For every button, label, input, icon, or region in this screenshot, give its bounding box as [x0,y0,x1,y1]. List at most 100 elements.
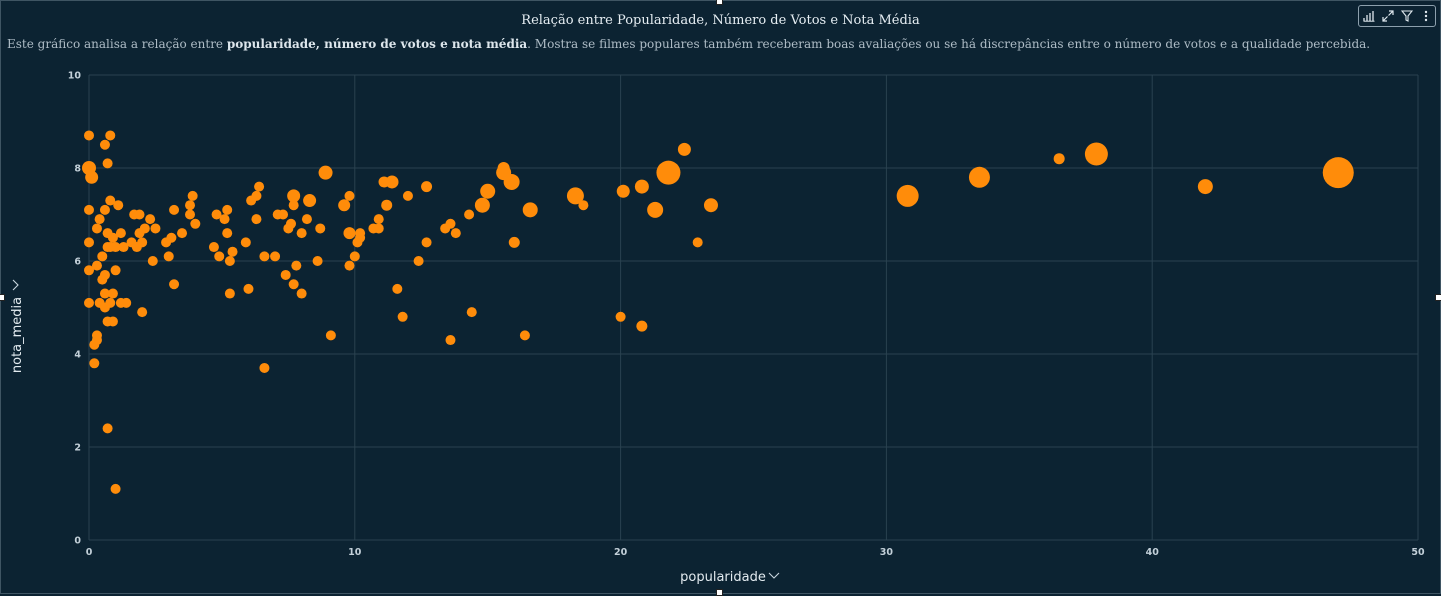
data-point[interactable] [450,228,461,239]
data-point[interactable] [102,158,113,169]
data-point[interactable] [121,297,132,308]
data-point[interactable] [105,297,116,308]
data-point[interactable] [566,187,584,205]
data-point[interactable] [634,179,649,194]
expand-icon[interactable] [1380,8,1396,24]
data-point[interactable] [303,194,317,208]
data-point[interactable] [413,256,424,266]
data-point[interactable] [84,204,94,215]
data-point[interactable] [325,330,336,341]
data-point[interactable] [185,209,196,220]
y-axis-title[interactable]: nota_media [10,297,25,373]
data-point[interactable] [656,160,681,185]
data-point[interactable] [91,260,102,271]
data-point[interactable] [315,223,326,234]
data-point[interactable] [616,184,630,198]
data-point[interactable] [280,269,291,280]
data-point[interactable] [421,237,432,248]
data-point[interactable] [402,190,413,201]
data-point[interactable] [1053,153,1065,165]
data-point[interactable] [145,214,156,225]
data-point[interactable] [147,256,158,266]
data-point[interactable] [344,190,355,201]
data-point[interactable] [466,307,477,318]
data-point[interactable] [896,184,919,207]
data-point[interactable] [227,246,238,257]
data-point[interactable] [497,162,510,174]
data-point[interactable] [91,223,102,234]
data-point[interactable] [99,139,110,150]
data-point[interactable] [185,200,196,211]
data-point[interactable] [296,228,307,239]
resize-handle-top[interactable] [716,0,723,5]
data-point[interactable] [338,199,351,212]
x-axis-title[interactable]: popularidade [680,570,766,585]
data-point[interactable] [222,204,233,215]
data-point[interactable] [373,214,384,225]
data-point[interactable] [94,214,105,225]
data-point[interactable] [287,189,301,203]
data-point[interactable] [636,320,648,332]
data-point[interactable] [211,209,222,220]
data-point[interactable] [480,183,496,199]
data-point[interactable] [115,228,126,239]
more-options-icon[interactable] [1418,8,1434,24]
resize-handle-right[interactable] [1435,294,1441,301]
data-point[interactable] [107,232,118,243]
data-point[interactable] [102,423,113,434]
data-point[interactable] [259,362,270,373]
data-point[interactable] [224,256,235,266]
data-point[interactable] [278,209,289,220]
data-point[interactable] [355,232,366,243]
data-point[interactable] [968,166,990,188]
y-axis-chevron-icon[interactable] [12,279,19,291]
data-point[interactable] [177,228,188,239]
data-point[interactable] [105,195,116,206]
data-point[interactable] [137,237,148,248]
data-point[interactable] [397,311,408,322]
data-point[interactable] [445,218,456,229]
chart-settings-icon[interactable] [1361,8,1377,24]
data-point[interactable] [150,223,161,234]
data-point[interactable] [318,165,333,180]
data-point[interactable] [291,260,302,271]
data-point[interactable] [169,204,180,215]
data-point[interactable] [474,197,490,213]
data-point[interactable] [85,170,99,184]
data-point[interactable] [187,190,198,201]
data-point[interactable] [296,288,307,299]
x-axis-chevron-icon[interactable] [768,572,780,579]
data-point[interactable] [118,242,129,253]
data-point[interactable] [91,330,102,341]
data-point[interactable] [99,269,110,280]
data-point[interactable] [107,288,118,299]
data-point[interactable] [240,237,251,248]
data-point[interactable] [445,335,456,346]
data-point[interactable] [1084,142,1108,166]
data-point[interactable] [344,260,355,271]
data-point[interactable] [288,200,299,211]
data-point[interactable] [373,223,384,234]
data-point[interactable] [97,251,108,262]
data-point[interactable] [1197,179,1213,195]
data-point[interactable] [503,173,520,190]
data-point[interactable] [703,198,718,213]
data-point[interactable] [134,209,145,220]
data-point[interactable] [89,358,100,369]
data-point[interactable] [254,181,265,192]
data-point[interactable] [107,316,118,327]
data-point[interactable] [615,311,626,322]
resize-handle-left[interactable] [0,294,5,301]
data-point[interactable] [169,279,180,290]
data-point[interactable] [243,283,254,294]
data-point[interactable] [288,279,299,290]
data-point[interactable] [137,307,148,318]
data-point[interactable] [84,265,94,276]
filter-icon[interactable] [1399,8,1415,24]
data-point[interactable] [224,288,235,299]
data-point[interactable] [166,232,177,243]
data-point[interactable] [222,228,233,239]
data-point[interactable] [1322,157,1354,189]
data-point[interactable] [99,204,110,215]
data-point[interactable] [84,297,94,308]
